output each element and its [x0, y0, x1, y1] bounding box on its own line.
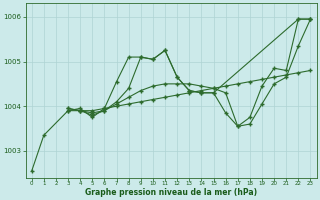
X-axis label: Graphe pression niveau de la mer (hPa): Graphe pression niveau de la mer (hPa): [85, 188, 257, 197]
